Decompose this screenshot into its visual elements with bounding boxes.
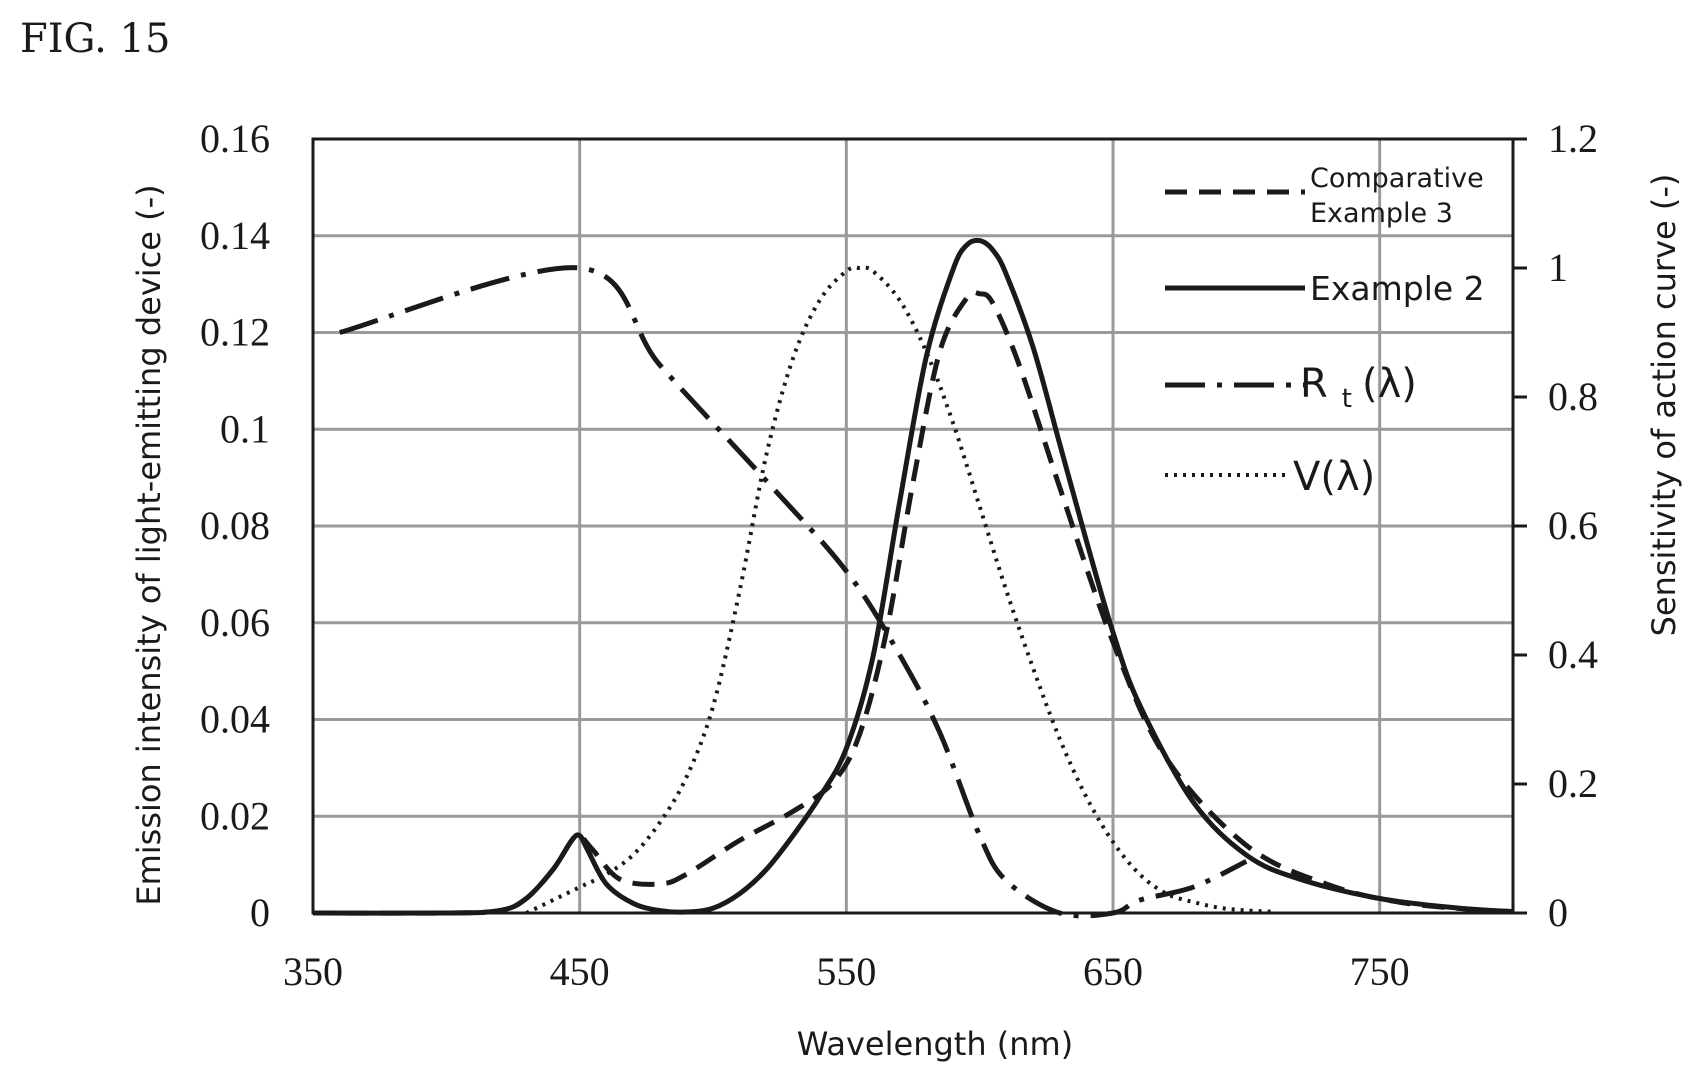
x-tick-label: 450 bbox=[550, 949, 610, 994]
legend-label-v-lambda: V(λ) bbox=[1293, 454, 1375, 500]
y-right-tick-label: 0.6 bbox=[1548, 503, 1598, 548]
grid bbox=[313, 139, 1513, 913]
y-left-tick-label: 0.16 bbox=[200, 116, 270, 161]
legend-label-example-2: Example 2 bbox=[1310, 269, 1485, 308]
legend-label-rt-sub: t bbox=[1342, 384, 1352, 414]
x-tick-label: 750 bbox=[1350, 949, 1410, 994]
x-tick-label: 550 bbox=[816, 949, 876, 994]
y-left-tick-label: 0.1 bbox=[220, 406, 270, 451]
y-right-tick-label: 0.4 bbox=[1548, 632, 1598, 677]
series-line-r-t bbox=[339, 265, 1248, 919]
y-left-tick-label: 0.14 bbox=[200, 213, 270, 258]
series-line-example-2 bbox=[312, 237, 1514, 916]
y-right-tick-label: 1 bbox=[1548, 245, 1568, 290]
y-left-tick-label: 0.04 bbox=[200, 697, 270, 742]
legend-label-comparative-example-3-line1: Comparative bbox=[1310, 163, 1484, 194]
x-tick-label: 650 bbox=[1083, 949, 1143, 994]
y-right-tick-label: 0.2 bbox=[1548, 761, 1598, 806]
y-left-tick-label: 0.12 bbox=[200, 310, 270, 355]
y-left-tick-label: 0 bbox=[250, 890, 270, 935]
y-right-axis-ticks: 0 0.2 0.4 0.6 0.8 1 1.2 bbox=[1513, 116, 1598, 935]
y-left-tick-label: 0.08 bbox=[200, 503, 270, 548]
y-left-tick-label: 0.02 bbox=[200, 793, 270, 838]
figure-label: FIG. 15 bbox=[20, 16, 170, 62]
y-right-axis-title: Sensitivity of action curve (-) bbox=[1645, 174, 1683, 637]
x-tick-label: 350 bbox=[283, 949, 343, 994]
series-line-v bbox=[525, 265, 1274, 915]
x-axis-ticks: 350 450 550 650 750 bbox=[283, 949, 1410, 994]
y-right-tick-label: 0.8 bbox=[1548, 374, 1598, 419]
y-left-axis-ticks: 0 0.02 0.04 0.06 0.08 0.1 0.12 0.14 0.16 bbox=[200, 116, 270, 935]
legend-label-rt-suffix: (λ) bbox=[1362, 361, 1417, 407]
legend-label-rt: R t (λ) bbox=[1300, 361, 1417, 414]
legend-label-rt-main: R bbox=[1300, 361, 1328, 407]
legend: Comparative Example 3 Example 2 R t (λ) … bbox=[1165, 163, 1485, 500]
x-axis-title: Wavelength (nm) bbox=[797, 1025, 1073, 1063]
series-layer bbox=[312, 237, 1514, 919]
series-line-comparative-example-3 bbox=[312, 289, 1514, 916]
y-right-tick-label: 1.2 bbox=[1548, 116, 1598, 161]
y-left-axis-title: Emission intensity of light-emitting dev… bbox=[130, 184, 168, 905]
y-left-tick-label: 0.06 bbox=[200, 600, 270, 645]
y-right-tick-label: 0 bbox=[1548, 890, 1568, 935]
legend-label-comparative-example-3-line2: Example 3 bbox=[1310, 198, 1453, 229]
